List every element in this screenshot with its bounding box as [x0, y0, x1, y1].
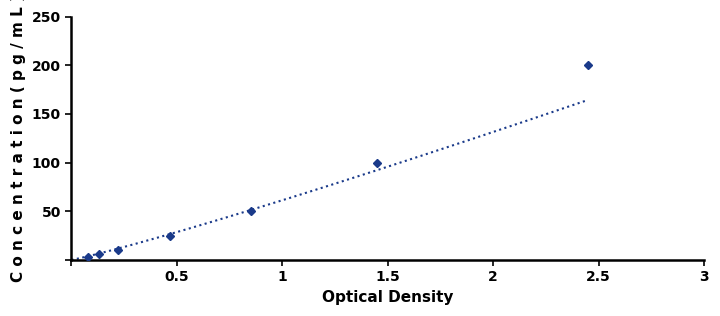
X-axis label: Optical Density: Optical Density	[322, 290, 454, 305]
Y-axis label: C o n c e n t r a t i o n ( p g / m L ): C o n c e n t r a t i o n ( p g / m L )	[11, 0, 26, 282]
